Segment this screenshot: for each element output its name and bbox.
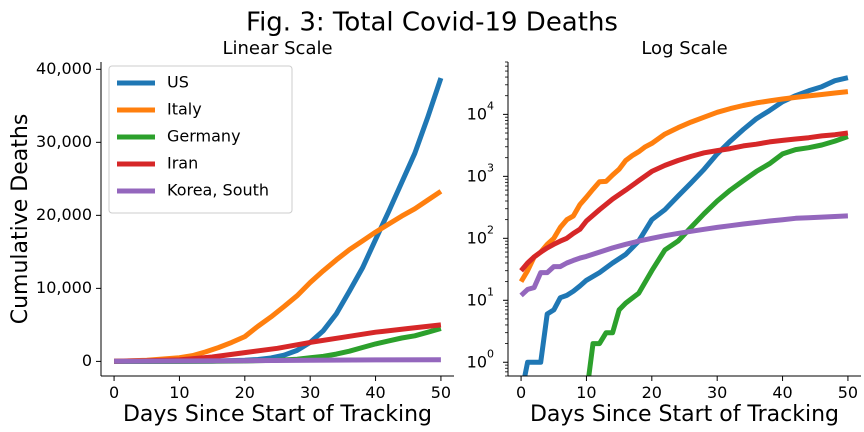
series-line-us xyxy=(522,75,849,376)
x-tick-label: 50 xyxy=(431,383,451,402)
x-tick-label: 30 xyxy=(707,383,727,402)
x-tick-label: 10 xyxy=(169,383,189,402)
x-tick-label: 30 xyxy=(300,383,320,402)
y-tick-label: 103 xyxy=(467,161,494,185)
series-line-korea-south xyxy=(114,357,441,364)
y-tick-label: 102 xyxy=(467,223,494,247)
y-tick-label: 101 xyxy=(467,285,494,309)
series-line-korea-south xyxy=(519,213,849,298)
legend-label: Germany xyxy=(167,127,241,146)
y-tick-label: 20,000 xyxy=(36,205,92,224)
legend: US Italy Germany Iran Korea, South xyxy=(108,65,293,214)
y-tick-label: 0 xyxy=(82,351,92,370)
y-axis-label: Cumulative Deaths xyxy=(8,114,33,325)
x-tick-label: 0 xyxy=(516,383,526,402)
y-tick-label: 40,000 xyxy=(36,59,92,78)
series-line-italy xyxy=(518,89,849,283)
chart-panel-1: Log Scale 0 10 20 30 40 50 100 101 102 103 104 Days … xyxy=(467,38,861,427)
chart-panel-0: Linear Scale 0 10 20 30 40 50 0 10,000 20,000 30,0… xyxy=(8,38,454,427)
legend-label: Italy xyxy=(167,100,202,119)
legend-label: Korea, South xyxy=(167,181,269,200)
x-tick-label: 50 xyxy=(838,383,858,402)
x-axis-label: Days Since Start of Tracking xyxy=(123,402,432,427)
series-lines xyxy=(518,75,849,376)
series-line-iran xyxy=(519,130,849,273)
figure-title: Fig. 3: Total Covid-19 Deaths xyxy=(246,8,618,38)
legend-label: US xyxy=(167,73,189,92)
panel-title: Log Scale xyxy=(641,38,727,59)
x-tick-label: 20 xyxy=(642,383,662,402)
x-tick-label: 40 xyxy=(365,383,385,402)
y-tick-label: 30,000 xyxy=(36,132,92,151)
y-tick-label: 104 xyxy=(467,99,494,123)
series-line-italy xyxy=(114,189,443,364)
series-line-germany xyxy=(586,134,849,376)
x-axis-label: Days Since Start of Tracking xyxy=(530,402,839,427)
x-tick-label: 10 xyxy=(576,383,596,402)
panel-title: Linear Scale xyxy=(222,38,332,59)
x-tick-label: 0 xyxy=(109,383,119,402)
y-tick-label: 100 xyxy=(467,347,494,371)
x-tick-label: 40 xyxy=(772,383,792,402)
series-lines xyxy=(114,77,444,364)
legend-frame xyxy=(108,65,293,214)
legend-label: Iran xyxy=(167,154,198,173)
x-tick-label: 20 xyxy=(235,383,255,402)
y-tick-label: 10,000 xyxy=(36,278,92,297)
